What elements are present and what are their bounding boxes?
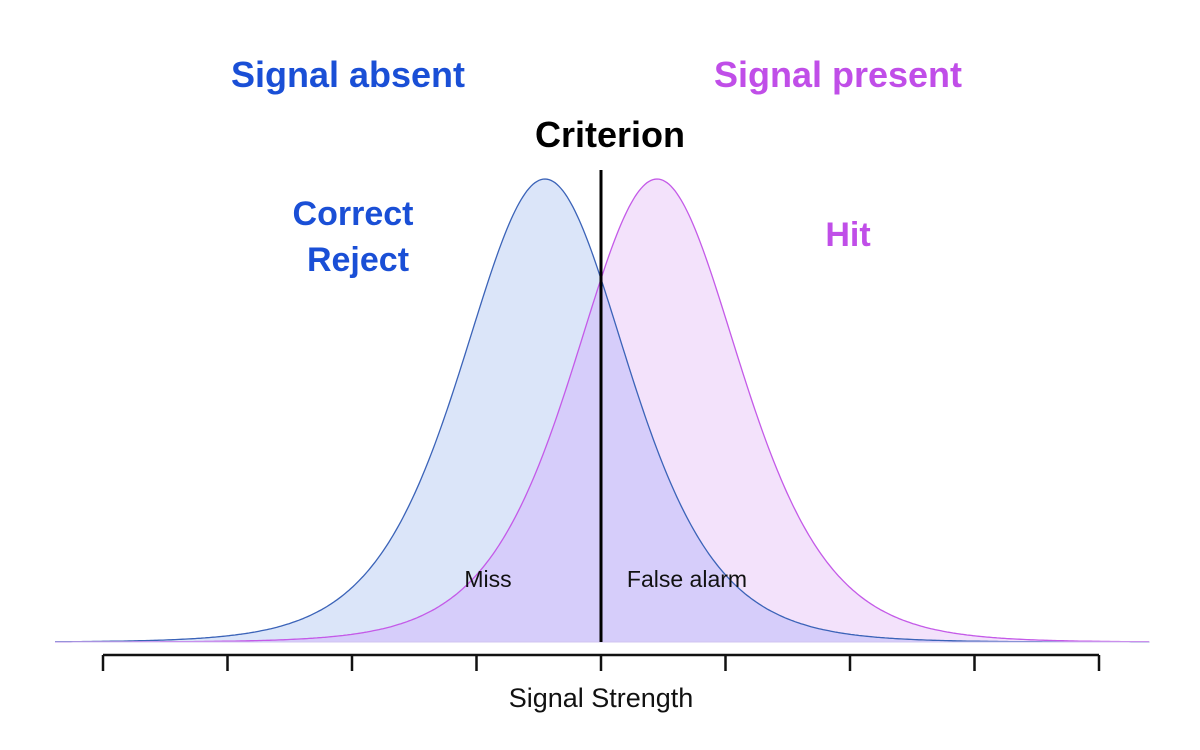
hit-label: Hit: [825, 216, 870, 254]
correct-reject-label-line1: Correct: [293, 195, 414, 233]
criterion-label: Criterion: [535, 114, 685, 155]
signal-absent-label: Signal absent: [231, 54, 465, 95]
signal-present-label: Signal present: [714, 54, 962, 95]
x-axis-ticks: [101, 655, 1101, 671]
false-alarm-label: False alarm: [627, 566, 747, 592]
x-axis: [101, 653, 1101, 671]
x-axis-label: Signal Strength: [509, 683, 694, 713]
correct-reject-label-line2: Reject: [307, 241, 409, 279]
miss-label: Miss: [464, 566, 511, 592]
